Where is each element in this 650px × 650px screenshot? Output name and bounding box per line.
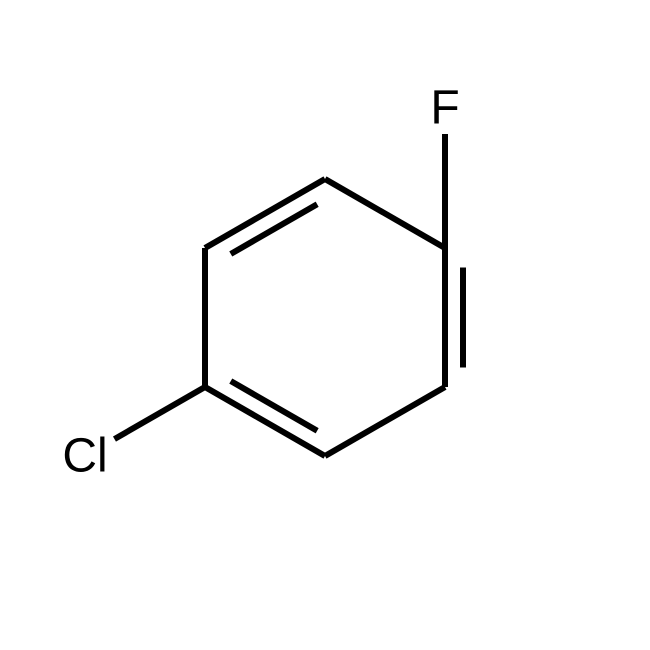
atom-label-cl: Cl [62,430,107,483]
bond-line [325,179,445,248]
bond-line [114,387,205,439]
atom-label-f: F [430,82,459,135]
bond-line [325,387,445,456]
molecule-canvas: F Cl [0,0,650,650]
